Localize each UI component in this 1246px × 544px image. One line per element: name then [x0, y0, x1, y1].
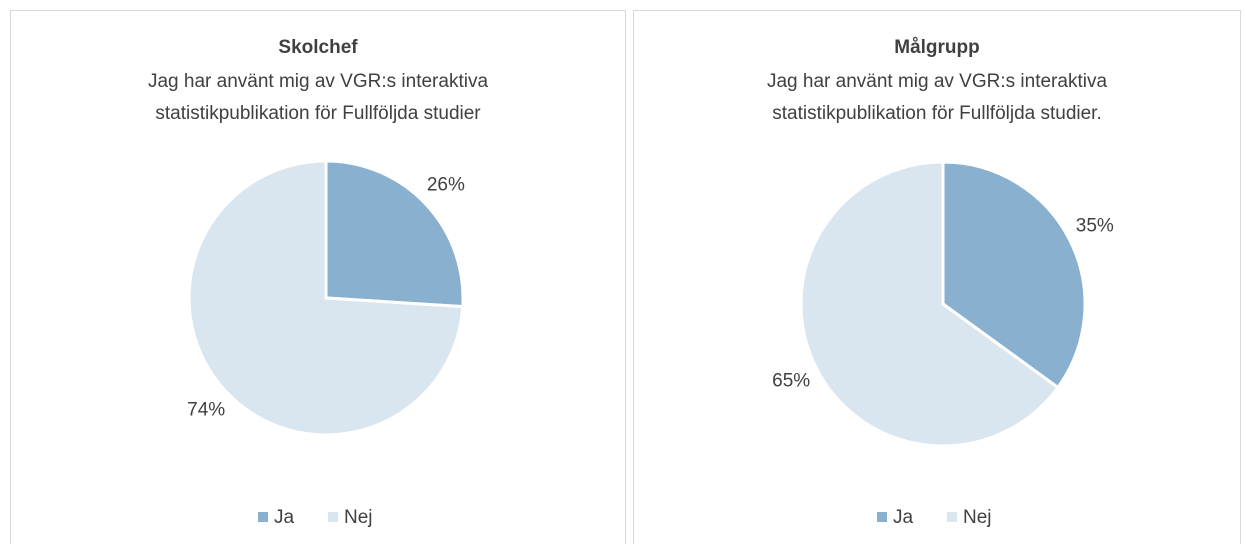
- chart-title: Skolchef: [278, 37, 358, 58]
- chart-title: Målgrupp: [894, 37, 980, 58]
- legend-label: Nej: [963, 507, 992, 528]
- legend-swatch: [947, 512, 957, 522]
- legend-swatch: [328, 512, 338, 522]
- data-label: 26%: [427, 174, 465, 195]
- legend-swatch: [258, 512, 268, 522]
- chart-subtitle: statistikpublikation för Fullföljda stud…: [772, 103, 1102, 124]
- chart-subtitle: Jag har använt mig av VGR:s interaktiva: [767, 71, 1107, 92]
- chart-subtitle: statistikpublikation för Fullföljda stud…: [155, 103, 481, 124]
- legend-label: Ja: [893, 507, 914, 528]
- pie-slice: [941, 160, 1087, 390]
- legend-label: Nej: [344, 507, 373, 528]
- data-label: 35%: [1076, 216, 1114, 237]
- pie-slice: [324, 159, 465, 309]
- pie-slice: [799, 160, 1060, 448]
- chart-subtitle: Jag har använt mig av VGR:s interaktiva: [148, 71, 488, 92]
- pie-slice: [187, 159, 465, 437]
- data-label: 65%: [772, 370, 810, 391]
- data-label: 74%: [187, 400, 225, 421]
- legend-swatch: [877, 512, 887, 522]
- legend-label: Ja: [274, 507, 295, 528]
